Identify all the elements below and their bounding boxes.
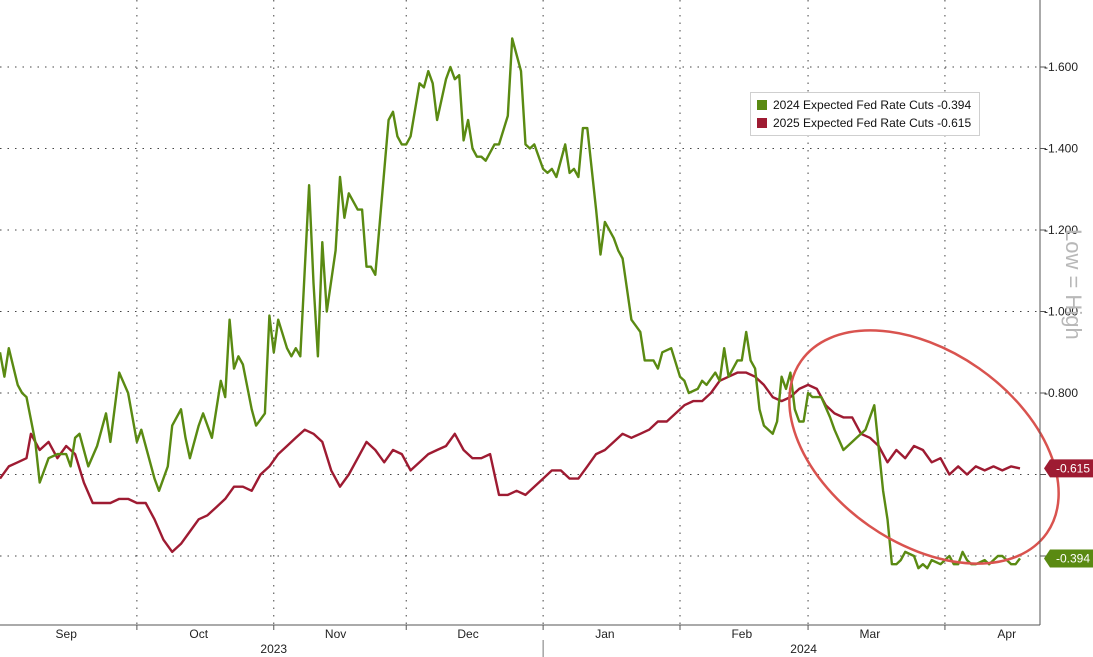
legend-item-2025: 2025 Expected Fed Rate Cuts -0.615 [757,114,971,132]
y-tick-label: -0.800 [1044,386,1078,400]
highlight-ellipse [788,329,1060,565]
y-tick-label: -1.200 [1044,223,1078,237]
year-label: 2023 [260,642,287,656]
x-tick-label: Mar [860,627,881,641]
end-label-tag-0 [1044,549,1093,568]
legend-item-2024: 2024 Expected Fed Rate Cuts -0.394 [757,96,971,114]
grid-lines [0,0,1040,625]
y-tick-label: -1.000 [1044,305,1078,319]
x-tick-label: Sep [56,627,78,641]
end-label-text-0: -0.394 [1056,551,1090,565]
legend-swatch-2025 [757,118,767,128]
legend-label-2025: 2025 Expected Fed Rate Cuts -0.615 [773,116,972,130]
legend-swatch-2024 [757,100,767,110]
legend: 2024 Expected Fed Rate Cuts -0.394 2025 … [750,92,981,136]
year-label: 2024 [790,642,817,656]
x-tick-label: Feb [731,627,752,641]
end-label-text-1: -0.615 [1056,461,1090,475]
y-tick-label: -1.600 [1044,60,1078,74]
series-line-0 [0,37,1021,570]
low-equals-high-label: Low = High [1061,229,1086,340]
x-tick-label: Dec [457,627,478,641]
rotated-annotation: Low = High [1061,229,1086,340]
end-label-tag-1 [1044,459,1093,478]
x-tick-label: Jan [595,627,614,641]
legend-label-2024: 2024 Expected Fed Rate Cuts -0.394 [773,98,972,112]
x-tick-label: Oct [189,627,208,641]
series-line-1 [0,371,1021,554]
series-lines [0,37,1021,570]
end-value-labels: -0.394 -0.615 [1044,459,1093,568]
y-tick-label: -1.400 [1044,142,1078,156]
x-tick-label: Nov [325,627,346,641]
x-tick-label: Apr [997,627,1016,641]
